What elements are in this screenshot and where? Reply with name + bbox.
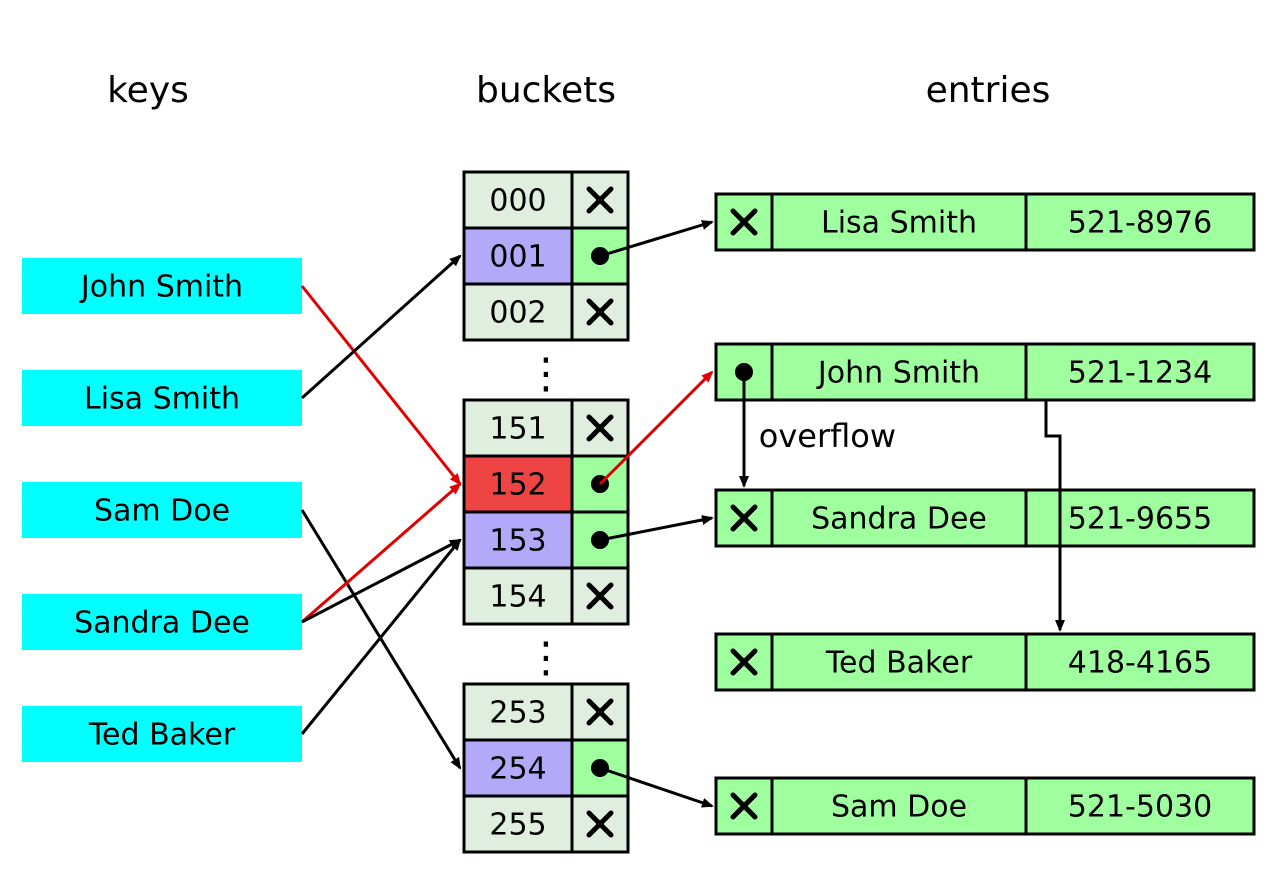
entry-name-label: Ted Baker [825, 646, 973, 681]
bucket-index-label: 153 [489, 524, 546, 559]
bucket-index-label: 002 [489, 296, 546, 331]
key-label: Sam Doe [94, 494, 230, 529]
hashtable-diagram: keys buckets entries John Smith Lisa Smith Sa… [0, 0, 1280, 882]
vdots-icon: ⋮ [525, 349, 567, 398]
overflow-label: overflow [759, 417, 896, 455]
entry-value-label: 521-8976 [1068, 206, 1212, 241]
bucket-index-label: 253 [489, 696, 546, 731]
bucket-index-label: 000 [489, 184, 546, 219]
entry-value-label: 418-4165 [1068, 646, 1212, 681]
entry-name-label: Sandra Dee [811, 502, 987, 537]
bucket-index-label: 154 [489, 580, 546, 615]
bucket-index-label: 152 [489, 468, 546, 503]
bucket-index-label: 001 [489, 240, 546, 275]
key-label: Lisa Smith [84, 382, 240, 417]
key-label: John Smith [79, 270, 243, 305]
entry-value-label: 521-1234 [1068, 356, 1212, 391]
entry-value-label: 521-5030 [1068, 790, 1212, 825]
bucket-index-label: 254 [489, 752, 546, 787]
header-entries: entries [926, 70, 1051, 111]
entry-value-label: 521-9655 [1068, 502, 1212, 537]
key-label: Sandra Dee [74, 606, 250, 641]
entry-name-label: Lisa Smith [821, 206, 977, 241]
vdots-icon: ⋮ [525, 633, 567, 682]
header-keys: keys [107, 70, 189, 111]
entry-name-label: John Smith [816, 356, 980, 391]
key-label: Ted Baker [88, 718, 236, 753]
header-buckets: buckets [476, 70, 616, 111]
bucket-index-label: 151 [489, 412, 546, 447]
bucket-index-label: 255 [489, 808, 546, 843]
entry-name-label: Sam Doe [831, 790, 967, 825]
